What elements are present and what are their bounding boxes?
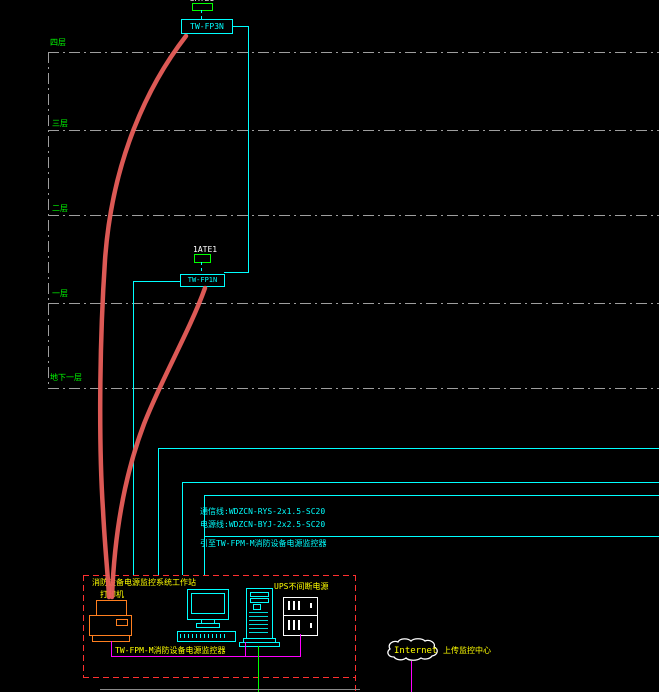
ups-label: UPS不间断电源 [274, 582, 329, 591]
top-ate-partial-label: 3ATE1 [188, 0, 222, 3]
workstation-box-bottom [83, 677, 355, 678]
pc-link-v [245, 642, 246, 656]
floor-label-b1: 地下一层 [50, 373, 82, 382]
floor-label-3f: 三层 [52, 119, 68, 128]
remote-center-caption: 上传监控中心 [443, 646, 491, 655]
internet-link-v [411, 661, 412, 692]
top-ate-drop-line [201, 10, 202, 19]
mid-ate-drop-line [201, 262, 202, 274]
cable-note-line3: 引至TW-FPM-M消防设备电源监控器 [200, 539, 327, 548]
monitor-unit-label: TW-FPM-M消防设备电源监控器 [115, 646, 226, 655]
workstation-box-top [83, 575, 355, 576]
tower-ground-line [258, 646, 259, 692]
fp1n-branch-h [224, 272, 249, 273]
fp3n-branch-h [232, 26, 249, 27]
floor-line-2f [48, 215, 659, 216]
bottom-edge-line [100, 689, 360, 690]
cable-note-line1: 通信线:WDZCN-RYS-2x1.5-SC20 [200, 507, 326, 516]
floor-line-3f [48, 130, 659, 131]
floor-line-4f [48, 52, 659, 53]
fp3n-riser-v [248, 26, 249, 273]
drop-line-4 [204, 495, 205, 575]
workstation-box-right [355, 575, 356, 692]
fp1n-left-h [133, 281, 180, 282]
feeder-h-4 [204, 536, 659, 537]
feeder-h-3 [204, 495, 659, 496]
mid-ate-box [194, 254, 211, 263]
ups-link-v [300, 634, 301, 656]
top-ate-box [192, 3, 213, 11]
feeder-h-1 [158, 448, 659, 449]
internet-cloud-label: Internet [394, 646, 438, 656]
floor-line-1f [48, 303, 659, 304]
floor-label-2f: 二层 [52, 204, 68, 213]
floor-line-b1 [48, 388, 659, 389]
drop-line-3 [182, 482, 183, 575]
cable-note-line2: 电源线:WDZCN-BYJ-2x2.5-SC20 [200, 520, 326, 529]
mid-ate-label: 1ATE1 [193, 245, 218, 254]
drop-line-1 [133, 281, 134, 575]
floor-label-4f: 四层 [50, 38, 66, 47]
workstation-box-left [83, 575, 84, 677]
printer-link-v [111, 641, 112, 656]
floor-axis-line [48, 52, 49, 388]
feeder-h-2 [182, 482, 659, 483]
internet-cloud [384, 638, 440, 662]
floor-label-1f: 一层 [52, 289, 68, 298]
panel-box-fp1n: TW-FP1N [180, 274, 225, 287]
drop-line-2 [158, 448, 159, 575]
lan-bus-h [111, 656, 301, 657]
workstation-title: 消防设备电源监控系统工作站 [92, 578, 196, 587]
